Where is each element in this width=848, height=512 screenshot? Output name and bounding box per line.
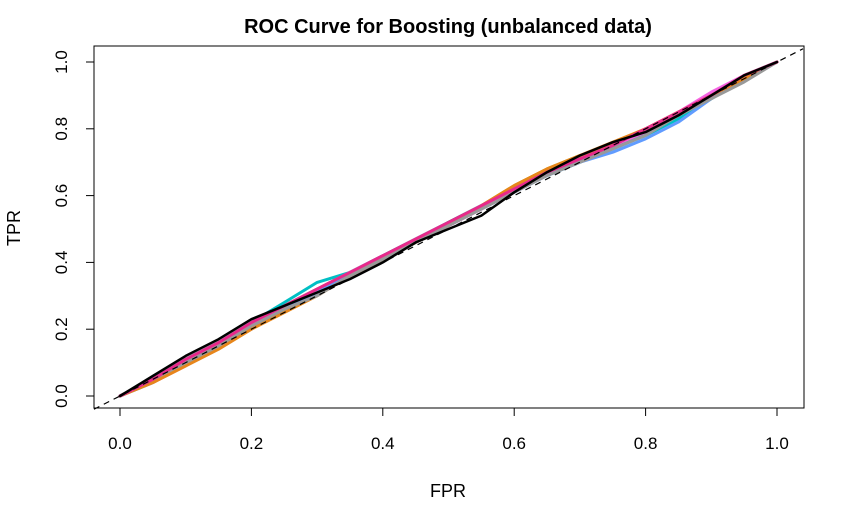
x-tick-label: 0.2 [240, 434, 264, 453]
y-tick-label: 1.0 [52, 50, 71, 74]
x-tick-label: 0.6 [502, 434, 526, 453]
y-tick-label: 0.2 [52, 317, 71, 341]
reference-layer [93, 48, 804, 410]
y-tick-label: 0.8 [52, 117, 71, 141]
reference-diagonal-line [93, 48, 804, 410]
x-tick-label: 0.8 [634, 434, 658, 453]
series-layer [118, 60, 779, 398]
x-axis: 0.0 0.2 0.4 0.6 0.8 1.0 [108, 407, 789, 453]
y-tick-label: 0.4 [52, 251, 71, 275]
y-tick-label: 0.0 [52, 384, 71, 408]
x-axis-label: FPR [430, 481, 466, 501]
y-axis: 0.0 0.2 0.4 0.6 0.8 1.0 [52, 50, 95, 408]
x-tick-label: 0.0 [108, 434, 132, 453]
y-axis-label: TPR [4, 210, 24, 246]
x-tick-label: 1.0 [765, 434, 789, 453]
x-tick-label: 0.4 [371, 434, 395, 453]
chart-title: ROC Curve for Boosting (unbalanced data) [244, 16, 652, 38]
y-tick-label: 0.6 [52, 184, 71, 208]
